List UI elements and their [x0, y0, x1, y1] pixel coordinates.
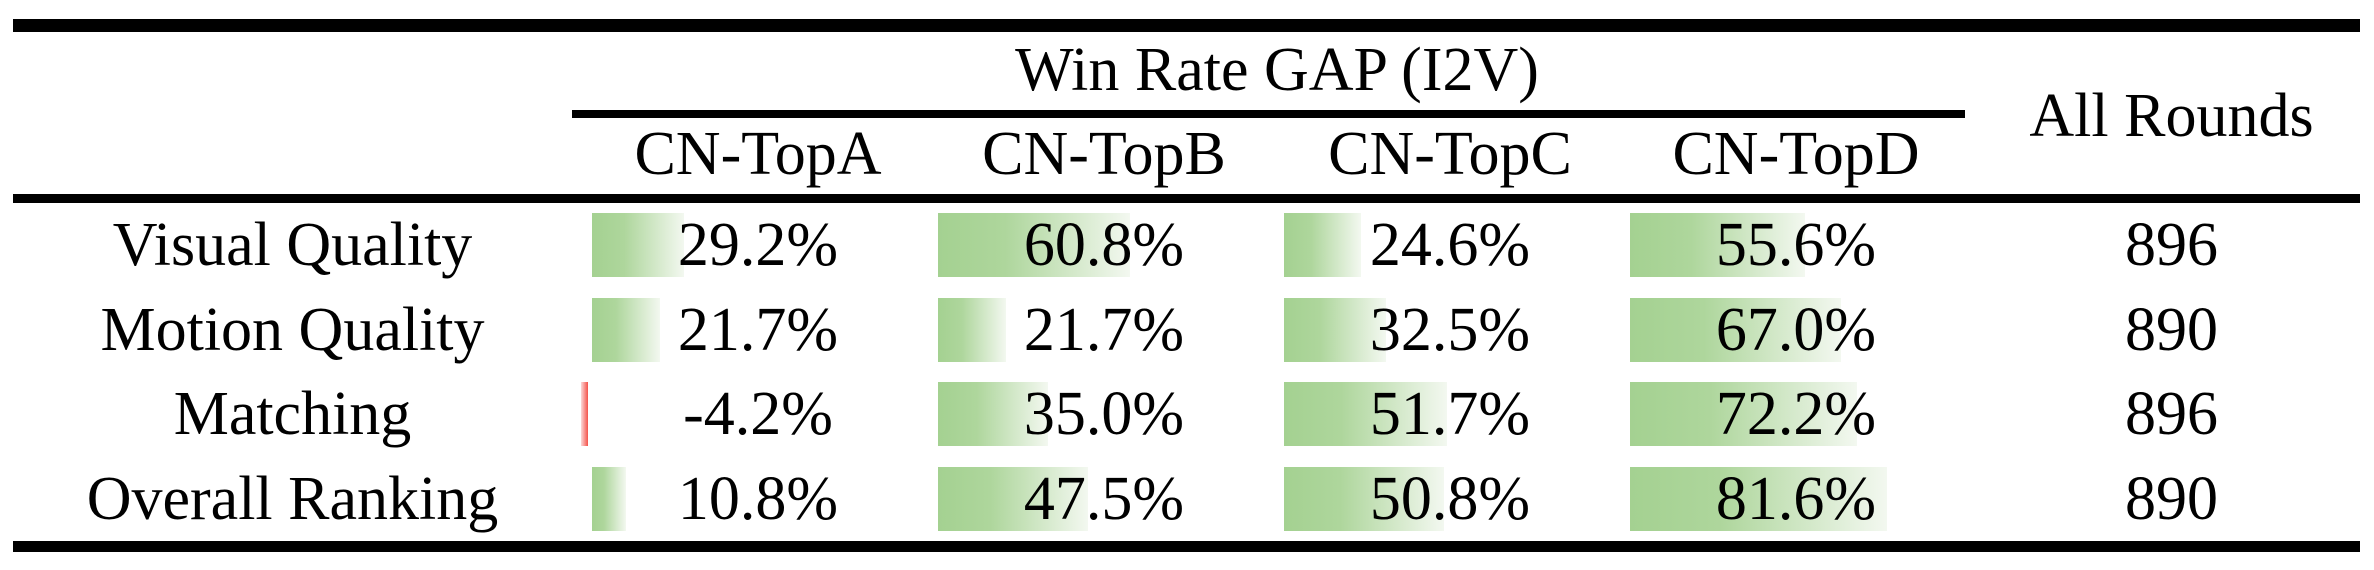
data-bar — [581, 382, 589, 446]
cell-value: 29.2% — [677, 211, 839, 280]
cell-value: 55.6% — [1715, 211, 1877, 280]
data-bar — [592, 297, 661, 362]
data-bar — [1284, 297, 1387, 362]
win-rate-cell: 67.0% — [1623, 288, 1969, 373]
all-rounds-value: 890 — [2125, 295, 2218, 364]
col-header-cn-topd: CN-TopD — [1672, 120, 1920, 188]
cell-value: 21.7% — [677, 295, 839, 364]
row-label: Visual Quality — [112, 211, 473, 280]
row-label: Overall Ranking — [86, 464, 499, 533]
data-bar — [938, 297, 1007, 362]
win-rate-cell: 72.2% — [1623, 372, 1969, 457]
data-bar — [938, 213, 1130, 277]
header-rule — [13, 194, 2360, 203]
cell-value: 67.0% — [1715, 295, 1877, 364]
data-bar — [938, 466, 1088, 531]
win-rate-cell: 21.7% — [585, 288, 931, 373]
win-rate-cell: 60.8% — [931, 203, 1277, 288]
win-rate-cell: -4.2% — [581, 372, 931, 457]
cell-value: 32.5% — [1369, 295, 1531, 364]
cell-value: -4.2% — [683, 380, 833, 449]
win-rate-cell: 55.6% — [1623, 203, 1969, 288]
cell-value: 35.0% — [1023, 380, 1185, 449]
table-row-matching: Matching -4.2% 35.0% 51.7% 72.2% 896 — [0, 372, 2374, 457]
data-bar — [1630, 297, 1842, 362]
all-rounds-value: 896 — [2125, 211, 2218, 280]
data-bar — [938, 382, 1049, 446]
all-rounds-header: All Rounds — [2029, 82, 2314, 150]
cell-value: 60.8% — [1023, 211, 1185, 280]
win-rate-cell: 29.2% — [585, 203, 931, 288]
cell-value: 10.8% — [677, 464, 839, 533]
table-row-motion-quality: Motion Quality 21.7% 21.7% 32.5% 67.0% 8… — [0, 288, 2374, 373]
all-rounds-value: 896 — [2125, 380, 2218, 449]
win-rate-cell: 10.8% — [585, 457, 931, 542]
top-rule — [13, 19, 2360, 32]
cell-value: 24.6% — [1369, 211, 1531, 280]
table-row-overall-ranking: Overall Ranking 10.8% 47.5% 50.8% 81.6% … — [0, 457, 2374, 542]
bottom-rule — [13, 541, 2360, 552]
group-header-underline — [572, 110, 1965, 118]
data-bar — [1630, 213, 1806, 277]
data-bar — [592, 466, 627, 531]
col-header-cn-topa: CN-TopA — [634, 120, 882, 188]
data-bar — [592, 213, 684, 277]
win-rate-cell: 47.5% — [931, 457, 1277, 542]
table-body: Visual Quality 29.2% 60.8% 24.6% 55.6% 8… — [0, 203, 2374, 541]
win-rate-cell: 32.5% — [1277, 288, 1623, 373]
all-rounds-value: 890 — [2125, 464, 2218, 533]
data-bar — [1284, 213, 1362, 277]
cell-value: 81.6% — [1715, 464, 1877, 533]
cell-value: 51.7% — [1369, 380, 1531, 449]
win-rate-cell: 24.6% — [1277, 203, 1623, 288]
data-bar — [1284, 382, 1447, 446]
data-bar — [1630, 382, 1858, 446]
row-label: Motion Quality — [100, 295, 485, 364]
col-header-cn-topb: CN-TopB — [982, 120, 1226, 188]
table-row-visual-quality: Visual Quality 29.2% 60.8% 24.6% 55.6% 8… — [0, 203, 2374, 288]
win-rate-cell: 50.8% — [1277, 457, 1623, 542]
win-rate-cell: 21.7% — [931, 288, 1277, 373]
cell-value: 21.7% — [1023, 295, 1185, 364]
cell-value: 72.2% — [1715, 380, 1877, 449]
data-bar — [1630, 466, 1888, 531]
row-label: Matching — [173, 380, 412, 449]
cell-value: 50.8% — [1369, 464, 1531, 533]
win-rate-cell: 35.0% — [931, 372, 1277, 457]
data-bar — [1284, 466, 1445, 531]
group-header: Win Rate GAP (I2V) — [1015, 36, 1539, 104]
col-header-cn-topc: CN-TopC — [1328, 120, 1572, 188]
win-rate-cell: 51.7% — [1277, 372, 1623, 457]
cell-value: 47.5% — [1023, 464, 1185, 533]
win-rate-cell: 81.6% — [1623, 457, 1969, 542]
